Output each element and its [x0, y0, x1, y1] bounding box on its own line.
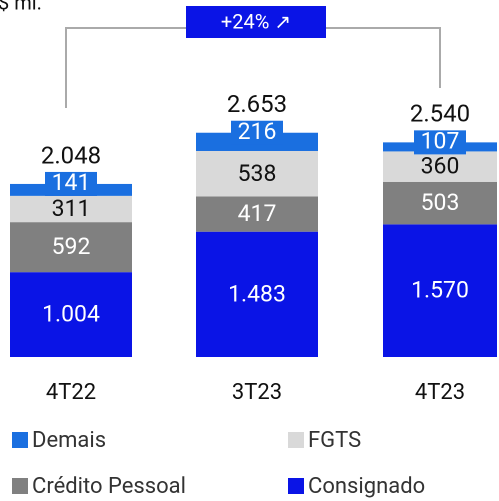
legend-swatch — [12, 432, 28, 448]
bar-segment — [10, 195, 132, 223]
unit-label: $ mi. — [0, 0, 42, 14]
legend-label: Consignado — [308, 474, 425, 499]
x-tick-label: 3T23 — [232, 380, 282, 405]
annotation: +24% ↗ — [221, 9, 291, 33]
legend-label: FGTS — [308, 428, 361, 453]
value-label: 538 — [238, 160, 277, 187]
bar-segment — [383, 224, 497, 357]
label-box — [414, 130, 466, 155]
bar-segment — [196, 150, 318, 197]
value-label: 311 — [52, 195, 91, 222]
label-box — [45, 171, 97, 196]
total-label: 2.653 — [227, 90, 287, 118]
annotation-box — [186, 6, 326, 38]
legend-swatch — [12, 478, 28, 494]
bar-segment — [383, 181, 497, 225]
x-tick-label: 4T23 — [415, 380, 465, 405]
value-label: 592 — [52, 233, 91, 260]
value-label: 216 — [238, 118, 277, 145]
bar-segment — [196, 231, 318, 357]
legend-label: Crédito Pessoal — [32, 474, 186, 499]
bar-segment — [383, 151, 497, 182]
total-label: 2.048 — [41, 141, 101, 169]
bar-segment — [10, 222, 132, 273]
legend-swatch — [288, 478, 304, 494]
value-label: 360 — [421, 153, 460, 180]
label-box — [231, 120, 283, 145]
bar-segment — [196, 196, 318, 232]
x-tick-label: 4T22 — [46, 380, 96, 405]
value-label: 1.004 — [42, 301, 100, 328]
legend-swatch — [288, 432, 304, 448]
value-label: 1.570 — [411, 277, 469, 304]
legend-label: Demais — [32, 428, 106, 453]
value-label: 417 — [238, 200, 277, 227]
value-label: 107 — [421, 127, 460, 154]
value-label: 1.483 — [228, 280, 286, 307]
value-label: 141 — [52, 169, 91, 196]
total-label: 2.540 — [410, 100, 470, 128]
value-label: 503 — [421, 189, 460, 216]
bar-segment — [10, 272, 132, 357]
